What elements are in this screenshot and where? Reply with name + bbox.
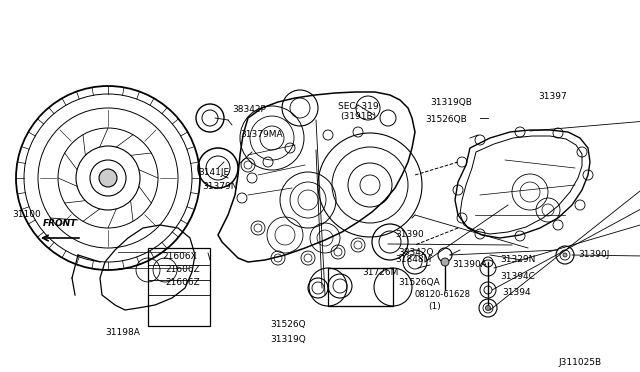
- Text: 21606X: 21606X: [162, 252, 196, 261]
- Text: SEC. 319: SEC. 319: [338, 102, 379, 111]
- Text: 31390: 31390: [395, 230, 424, 239]
- Text: 31390A: 31390A: [452, 260, 487, 269]
- Text: 3141JE: 3141JE: [198, 168, 229, 177]
- Text: 31379MA: 31379MA: [240, 130, 283, 139]
- Circle shape: [486, 305, 490, 311]
- Text: 31379N: 31379N: [202, 182, 237, 191]
- Text: 31394: 31394: [502, 288, 531, 297]
- Text: (3191B): (3191B): [340, 112, 376, 121]
- Circle shape: [563, 253, 567, 257]
- Text: (1): (1): [428, 302, 441, 311]
- Text: 31526QA: 31526QA: [398, 278, 440, 287]
- Bar: [328, 268, 393, 306]
- Text: 31198A: 31198A: [105, 328, 140, 337]
- Text: J311025B: J311025B: [558, 358, 601, 367]
- Text: 21606Z: 21606Z: [165, 265, 200, 274]
- Text: 38342P: 38342P: [232, 105, 266, 114]
- Circle shape: [441, 258, 449, 266]
- Text: 31329N: 31329N: [500, 255, 536, 264]
- Text: 38342Q: 38342Q: [398, 248, 433, 257]
- Circle shape: [99, 169, 117, 187]
- Text: 31848M: 31848M: [395, 255, 431, 264]
- Text: 31390J: 31390J: [578, 250, 609, 259]
- Text: 31319Q: 31319Q: [270, 335, 306, 344]
- Text: 31100: 31100: [12, 210, 41, 219]
- Text: 31394C: 31394C: [500, 272, 535, 281]
- Text: FRONT: FRONT: [43, 219, 77, 228]
- Text: 08120-61628: 08120-61628: [415, 290, 471, 299]
- Text: 31397: 31397: [538, 92, 567, 101]
- Text: 31526Q: 31526Q: [270, 320, 306, 329]
- Text: 21606Z: 21606Z: [165, 278, 200, 287]
- Bar: [148, 248, 210, 326]
- Text: 31726M: 31726M: [362, 268, 398, 277]
- Text: 31319QB: 31319QB: [430, 98, 472, 107]
- Text: 31526QB: 31526QB: [425, 115, 467, 124]
